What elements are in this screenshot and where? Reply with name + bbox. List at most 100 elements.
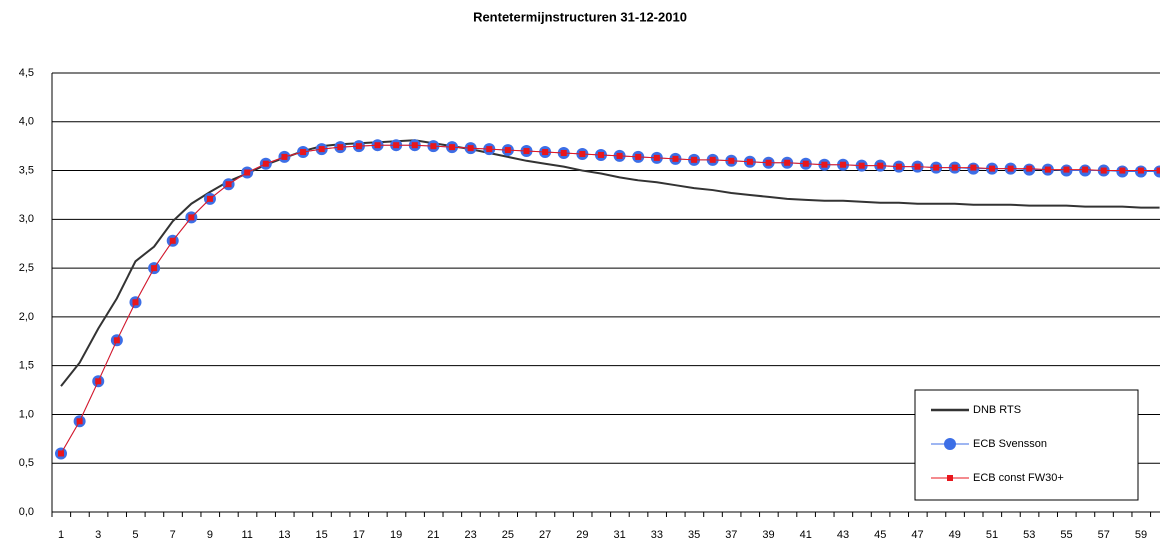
x-tick-label: 3 bbox=[95, 529, 101, 541]
x-tick-label: 9 bbox=[207, 529, 213, 541]
point bbox=[728, 157, 735, 164]
legend-label: ECB Svensson bbox=[973, 438, 1047, 450]
x-tick-label: 45 bbox=[874, 529, 886, 541]
x-tick-label: 29 bbox=[576, 529, 588, 541]
point bbox=[970, 164, 977, 171]
point bbox=[76, 418, 83, 425]
point bbox=[206, 195, 213, 202]
point bbox=[579, 150, 586, 157]
point bbox=[169, 237, 176, 244]
legend-label: ECB const FW30+ bbox=[973, 472, 1064, 484]
point bbox=[486, 146, 493, 153]
y-tick-label: 0,0 bbox=[19, 506, 34, 518]
point bbox=[467, 145, 474, 152]
point bbox=[1100, 167, 1107, 174]
y-tick-label: 1,0 bbox=[19, 408, 34, 420]
point bbox=[244, 169, 251, 176]
series-line bbox=[60, 144, 1160, 454]
point bbox=[1026, 165, 1033, 172]
point bbox=[337, 144, 344, 151]
point bbox=[933, 164, 940, 171]
x-tick-label: 21 bbox=[427, 529, 439, 541]
point bbox=[1007, 165, 1014, 172]
point bbox=[1044, 166, 1051, 173]
y-tick-label: 3,5 bbox=[19, 164, 34, 176]
y-tick-label: 2,0 bbox=[19, 311, 34, 323]
x-tick-label: 13 bbox=[278, 529, 290, 541]
x-tick-label: 41 bbox=[800, 529, 812, 541]
point bbox=[1082, 166, 1089, 173]
point bbox=[542, 149, 549, 156]
x-tick-label: 39 bbox=[762, 529, 774, 541]
x-tick-label: 43 bbox=[837, 529, 849, 541]
y-tick-label: 2,5 bbox=[19, 262, 34, 274]
x-tick-label: 55 bbox=[1060, 529, 1072, 541]
x-tick-label: 1 bbox=[58, 529, 64, 541]
x-tick-label: 25 bbox=[502, 529, 514, 541]
point bbox=[504, 147, 511, 154]
point bbox=[765, 159, 772, 166]
x-tick-label: 51 bbox=[986, 529, 998, 541]
point bbox=[1119, 167, 1126, 174]
point bbox=[821, 161, 828, 168]
point bbox=[616, 152, 623, 159]
point bbox=[840, 161, 847, 168]
point bbox=[523, 148, 530, 155]
x-tick-label: 33 bbox=[651, 529, 663, 541]
x-tick-label: 37 bbox=[725, 529, 737, 541]
y-tick-label: 0,5 bbox=[19, 457, 34, 469]
x-tick-label: 35 bbox=[688, 529, 700, 541]
point bbox=[560, 149, 567, 156]
point bbox=[262, 160, 269, 167]
point bbox=[989, 165, 995, 172]
point bbox=[746, 158, 753, 165]
point bbox=[393, 142, 400, 149]
point bbox=[672, 155, 679, 162]
point bbox=[281, 153, 288, 160]
point bbox=[914, 163, 921, 170]
point bbox=[802, 160, 809, 167]
x-tick-label: 59 bbox=[1135, 529, 1147, 541]
point bbox=[449, 144, 456, 151]
y-tick-label: 4,0 bbox=[19, 116, 34, 128]
point bbox=[95, 378, 102, 385]
point bbox=[411, 142, 418, 149]
point bbox=[951, 164, 958, 171]
series-line bbox=[60, 139, 1160, 387]
x-tick-label: 23 bbox=[465, 529, 477, 541]
x-tick-label: 53 bbox=[1023, 529, 1035, 541]
x-tick-label: 57 bbox=[1098, 529, 1110, 541]
legend-marker bbox=[947, 475, 953, 481]
x-tick-label: 27 bbox=[539, 529, 551, 541]
x-tick-label: 15 bbox=[316, 529, 328, 541]
point bbox=[1156, 167, 1160, 174]
legend-label: DNB RTS bbox=[973, 404, 1021, 416]
point bbox=[635, 153, 642, 160]
legend-marker bbox=[944, 438, 956, 450]
x-tick-label: 17 bbox=[353, 529, 365, 541]
point bbox=[1063, 166, 1070, 173]
point bbox=[895, 163, 902, 170]
legend: DNB RTS ECB Svensson ECB const FW30+ bbox=[914, 389, 1139, 501]
point bbox=[151, 265, 158, 272]
point bbox=[58, 450, 64, 457]
point bbox=[784, 159, 791, 166]
point bbox=[132, 299, 139, 306]
x-tick-label: 11 bbox=[241, 529, 252, 541]
point bbox=[355, 143, 362, 150]
point bbox=[113, 337, 120, 344]
x-tick-label: 5 bbox=[132, 529, 138, 541]
point bbox=[300, 149, 307, 156]
point bbox=[1137, 167, 1144, 174]
point bbox=[858, 162, 865, 169]
y-tick-label: 3,0 bbox=[19, 213, 34, 225]
y-tick-label: 1,5 bbox=[19, 360, 34, 372]
point bbox=[318, 146, 325, 153]
point bbox=[597, 151, 604, 158]
x-tick-label: 7 bbox=[170, 529, 176, 541]
point bbox=[709, 156, 716, 163]
chart-title: Rentetermijnstructuren 31-12-2010 bbox=[473, 9, 687, 24]
point bbox=[225, 181, 232, 188]
point bbox=[374, 142, 381, 149]
